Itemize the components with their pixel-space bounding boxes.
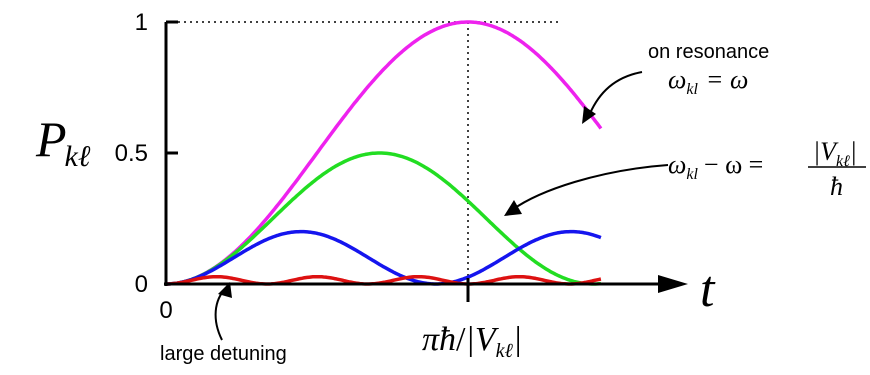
annotation-large-detuning: large detuning bbox=[160, 343, 287, 365]
y-tick-label-1: 0.5 bbox=[115, 140, 148, 167]
x-axis-arrowhead bbox=[658, 275, 688, 293]
annotation-detuned-denominator: ħ bbox=[830, 172, 843, 201]
tick-layer: 0 0.5 1 0 bbox=[115, 9, 470, 324]
arrowhead-detuned bbox=[504, 200, 522, 216]
y-tick-label-0: 0 bbox=[135, 271, 148, 298]
x-tick-label-pi-hbar: πħ/|Vkℓ| bbox=[422, 321, 522, 362]
arrow-detuned bbox=[511, 164, 669, 211]
series-layer bbox=[166, 20, 603, 286]
arrow-on-resonance bbox=[587, 71, 643, 119]
annotation-detuned-equation: ωkl − ω = bbox=[668, 150, 763, 183]
x-tick-label-0: 0 bbox=[159, 297, 172, 324]
arrowhead-on-resonance bbox=[582, 106, 596, 124]
y-axis-label: Pkℓ bbox=[35, 111, 91, 173]
arrowhead-large-detuning bbox=[218, 282, 232, 298]
series-line-more-detuned bbox=[166, 229, 602, 286]
annotation-detuned-numerator: |Vkℓ| bbox=[813, 137, 857, 170]
annotation-on-resonance-equation: ωkl = ω bbox=[668, 65, 748, 98]
annotation-on-resonance: on resonance bbox=[648, 41, 769, 63]
x-axis-label: t bbox=[700, 261, 716, 318]
series-line-detuned bbox=[166, 151, 601, 286]
series-line-large-detuning bbox=[166, 274, 602, 286]
y-tick-label-2: 1 bbox=[135, 9, 148, 36]
